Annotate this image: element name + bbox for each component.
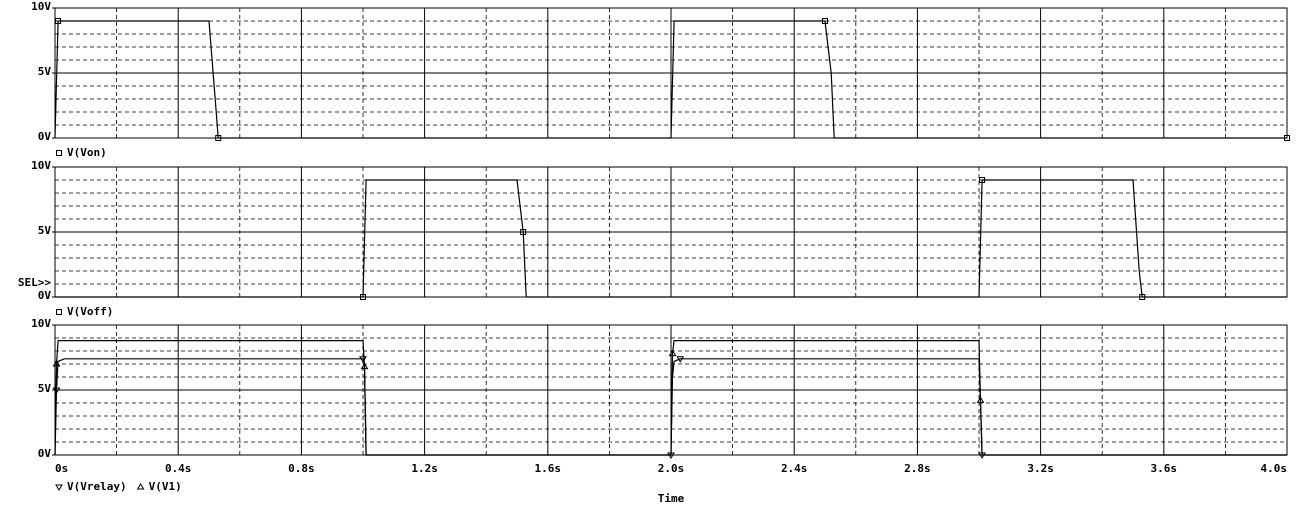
legend-label: V(V1) (149, 480, 182, 493)
legend-symbol (56, 309, 62, 315)
legend-label: V(Voff) (67, 305, 113, 318)
x-tick-label: 3.2s (1027, 462, 1054, 475)
y-tick-label: 5V (38, 382, 52, 395)
marker (676, 356, 685, 363)
y-tick-label: 10V (31, 317, 51, 330)
series-line (55, 179, 1287, 298)
series-line (54, 340, 1287, 456)
y-tick-label: 0V (38, 130, 52, 143)
marker (668, 349, 677, 357)
marker (1284, 135, 1290, 141)
legend-symbol (55, 484, 63, 491)
marker (976, 396, 985, 403)
y-tick-label: 10V (31, 159, 51, 172)
annotation: SEL>> (18, 276, 51, 289)
x-tick-label: 1.2s (411, 462, 438, 475)
marker (360, 362, 369, 370)
marker (822, 18, 828, 24)
marker (52, 360, 61, 367)
legend-label: V(Vrelay) (67, 480, 127, 493)
marker (979, 177, 986, 183)
x-tick-label: 2.8s (904, 462, 931, 475)
x-tick-label: 0.4s (165, 462, 192, 475)
x-tick-label: 1.6s (535, 462, 562, 475)
marker (360, 294, 366, 300)
legend-symbol (136, 483, 145, 490)
x-tick-label: 3.6s (1151, 462, 1178, 475)
y-tick-label: 0V (38, 289, 52, 302)
marker (520, 229, 527, 235)
y-tick-label: 0V (38, 447, 52, 460)
legend-symbol (56, 150, 62, 156)
x-tick-label: 4.0s (1261, 462, 1288, 475)
x-axis-title: Time (658, 492, 685, 505)
x-tick-label: 0s (55, 462, 68, 475)
x-tick-label: 2.4s (781, 462, 808, 475)
series-line (54, 20, 1287, 139)
y-tick-label: 5V (38, 65, 52, 78)
marker (55, 18, 62, 24)
y-tick-label: 10V (31, 0, 51, 13)
y-tick-label: 5V (38, 224, 52, 237)
marker (1139, 294, 1146, 300)
x-tick-label: 0.8s (288, 462, 315, 475)
x-tick-label: 2.0s (658, 462, 685, 475)
legend-label: V(Von) (67, 146, 107, 159)
marker (215, 135, 222, 141)
